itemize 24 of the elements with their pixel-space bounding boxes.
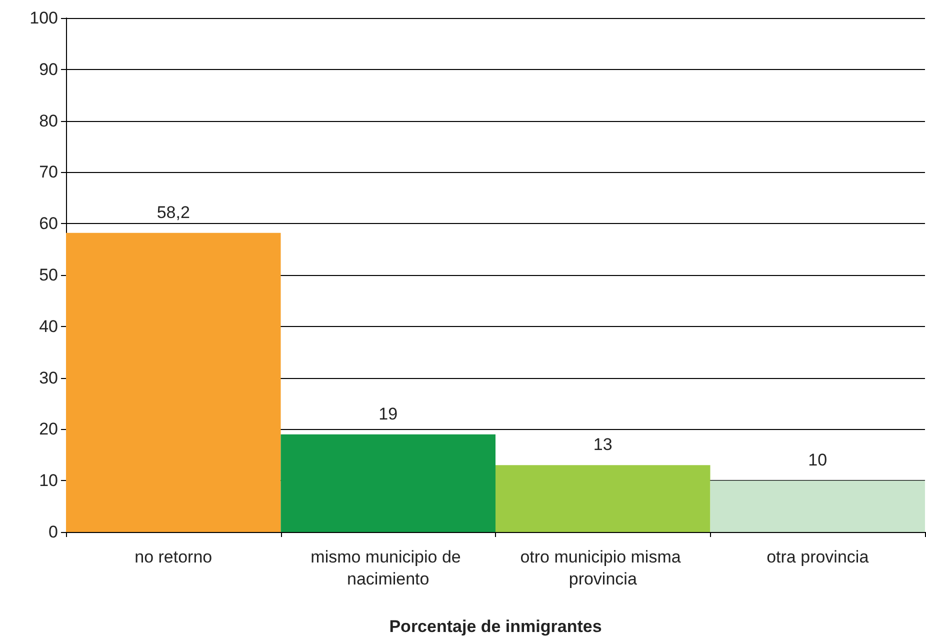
y-tick-label: 20 [39,420,58,439]
bar [66,232,281,532]
x-tick-label: mismo municipio de nacimiento [310,548,466,588]
bar [710,480,925,532]
bar [496,465,710,532]
bar [280,434,496,532]
y-tick-label: 80 [39,111,58,130]
x-axis-title: Porcentaje de inmigrantes [389,617,602,636]
data-label: 19 [378,404,398,424]
y-tick-label: 30 [39,368,58,388]
y-tick-label: 0 [48,522,58,542]
y-tick-label: 70 [39,162,58,182]
y-tick-label: 40 [39,316,58,336]
x-tick-label: otra provincia [766,548,870,566]
y-tick-label: 60 [39,214,58,234]
data-label: 13 [593,435,612,454]
data-label: 10 [808,450,828,470]
y-tick-label: 50 [39,266,58,284]
y-tick-label: 100 [30,8,58,28]
x-tick-label: otro municipio misma provincia [520,548,686,588]
y-tick-label: 10 [39,471,58,490]
x-tick-label: no retorno [134,548,212,566]
data-label: 58,2 [156,202,190,222]
y-tick-label: 90 [39,60,58,79]
